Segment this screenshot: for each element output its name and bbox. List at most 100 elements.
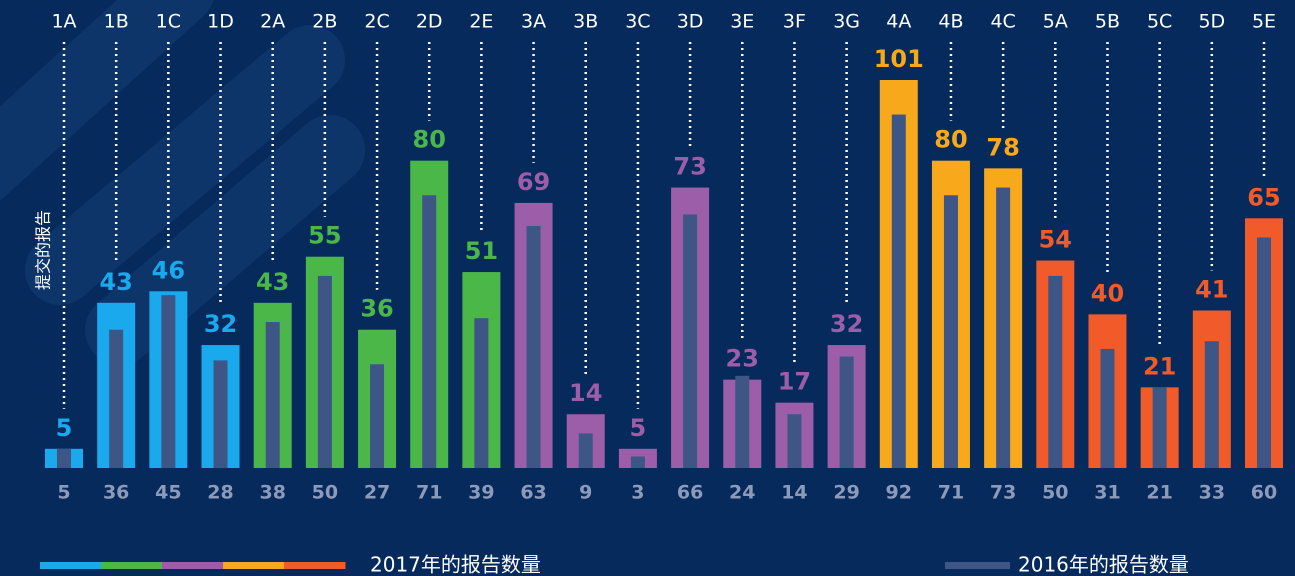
x-tick-label: 2D xyxy=(416,11,443,33)
bar-2016 xyxy=(370,364,385,468)
bar-2016 xyxy=(630,456,645,468)
value-label-2017: 23 xyxy=(726,345,759,373)
value-label-2016: 60 xyxy=(1251,482,1277,504)
value-label-2017: 32 xyxy=(830,310,863,338)
value-label-2017: 80 xyxy=(413,126,446,154)
bar-2016 xyxy=(839,356,854,468)
value-label-2016: 63 xyxy=(520,482,546,504)
value-label-2017: 5 xyxy=(56,414,73,442)
value-label-2017: 65 xyxy=(1247,183,1280,211)
value-label-2016: 5 xyxy=(57,482,70,504)
value-label-2016: 73 xyxy=(990,482,1016,504)
bar-2016 xyxy=(422,195,437,468)
legend-swatch xyxy=(945,562,1010,569)
value-label-2016: 71 xyxy=(938,482,964,504)
bar-2016 xyxy=(57,448,71,468)
value-label-2016: 36 xyxy=(103,482,129,504)
value-label-2017: 32 xyxy=(204,310,237,338)
value-label-2016: 9 xyxy=(579,482,592,504)
value-label-2017: 40 xyxy=(1091,279,1124,307)
value-label-2016: 33 xyxy=(1199,482,1225,504)
x-tick-label: 3E xyxy=(730,11,754,33)
value-label-2017: 73 xyxy=(673,153,706,181)
bar-2016 xyxy=(578,433,593,468)
value-label-2016: 24 xyxy=(729,482,755,504)
x-tick-label: 2E xyxy=(469,11,493,33)
x-tick-label: 2C xyxy=(364,11,389,33)
bar-2016 xyxy=(1257,237,1271,468)
legend-swatch xyxy=(284,562,346,569)
legend-swatch xyxy=(162,562,224,569)
bar-2016 xyxy=(265,322,280,468)
value-label-2016: 14 xyxy=(781,482,807,504)
value-label-2016: 50 xyxy=(312,482,338,504)
bar-2016 xyxy=(735,375,750,468)
legend-label: 2017年的报告数量 xyxy=(370,553,541,576)
bar-2016 xyxy=(1100,348,1115,468)
value-label-2017: 21 xyxy=(1143,352,1176,380)
bar-2016 xyxy=(474,318,489,468)
bar-2016 xyxy=(526,225,541,468)
x-tick-label: 3C xyxy=(625,11,650,33)
value-label-2017: 80 xyxy=(934,126,967,154)
value-label-2016: 29 xyxy=(833,482,859,504)
value-label-2016: 28 xyxy=(207,482,233,504)
x-tick-label: 4C xyxy=(990,11,1015,33)
value-label-2017: 43 xyxy=(256,268,289,296)
value-label-2016: 50 xyxy=(1042,482,1068,504)
bar-2016 xyxy=(683,214,698,468)
x-tick-label: 1D xyxy=(207,11,234,33)
value-label-2016: 71 xyxy=(416,482,442,504)
value-label-2017: 41 xyxy=(1195,275,1228,303)
value-label-2016: 45 xyxy=(155,482,181,504)
value-label-2016: 38 xyxy=(259,482,285,504)
x-tick-label: 5E xyxy=(1252,11,1276,33)
value-label-2017: 43 xyxy=(99,268,132,296)
value-label-2017: 78 xyxy=(986,133,1019,161)
bar-2016 xyxy=(317,275,332,468)
value-label-2017: 54 xyxy=(1039,226,1072,254)
value-label-2016: 21 xyxy=(1146,482,1172,504)
value-label-2017: 14 xyxy=(569,379,602,407)
x-tick-label: 1A xyxy=(51,11,76,33)
x-tick-label: 5A xyxy=(1043,11,1068,33)
value-label-2017: 101 xyxy=(874,45,924,73)
bar-2016 xyxy=(943,195,958,468)
bar-2016 xyxy=(996,187,1011,468)
value-label-2017: 51 xyxy=(465,237,498,265)
x-tick-label: 2B xyxy=(312,11,337,33)
value-label-2016: 27 xyxy=(364,482,390,504)
value-label-2017: 55 xyxy=(308,222,341,250)
y-axis-label: 提交的报告 xyxy=(34,210,53,290)
bar-2016 xyxy=(891,114,906,469)
legend-swatch xyxy=(223,562,285,569)
x-tick-label: 3G xyxy=(833,11,860,33)
bar-2016 xyxy=(109,329,124,468)
value-label-2016: 31 xyxy=(1094,482,1120,504)
legend-label: 2016年的报告数量 xyxy=(1018,553,1189,576)
bar-2016 xyxy=(787,414,802,468)
bar-2016 xyxy=(161,295,176,468)
bar-2016 xyxy=(1204,341,1219,468)
value-label-2017: 69 xyxy=(517,168,550,196)
value-label-2016: 92 xyxy=(886,482,912,504)
value-label-2016: 3 xyxy=(631,482,644,504)
value-label-2016: 39 xyxy=(468,482,494,504)
x-tick-label: 5D xyxy=(1198,11,1225,33)
x-tick-label: 3A xyxy=(521,11,546,33)
x-tick-label: 3F xyxy=(783,11,806,33)
value-label-2016: 66 xyxy=(677,482,703,504)
x-tick-label: 2A xyxy=(260,11,285,33)
bar-2016 xyxy=(1048,275,1063,468)
x-tick-label: 1B xyxy=(104,11,129,33)
value-label-2017: 36 xyxy=(360,295,393,323)
x-tick-label: 3D xyxy=(677,11,704,33)
legend xyxy=(40,562,346,569)
value-label-2017: 46 xyxy=(152,256,185,284)
x-tick-label: 4B xyxy=(938,11,963,33)
bar-2016 xyxy=(213,360,228,468)
x-tick-label: 5B xyxy=(1095,11,1120,33)
legend-swatch xyxy=(101,562,163,569)
x-tick-label: 1C xyxy=(156,11,181,33)
